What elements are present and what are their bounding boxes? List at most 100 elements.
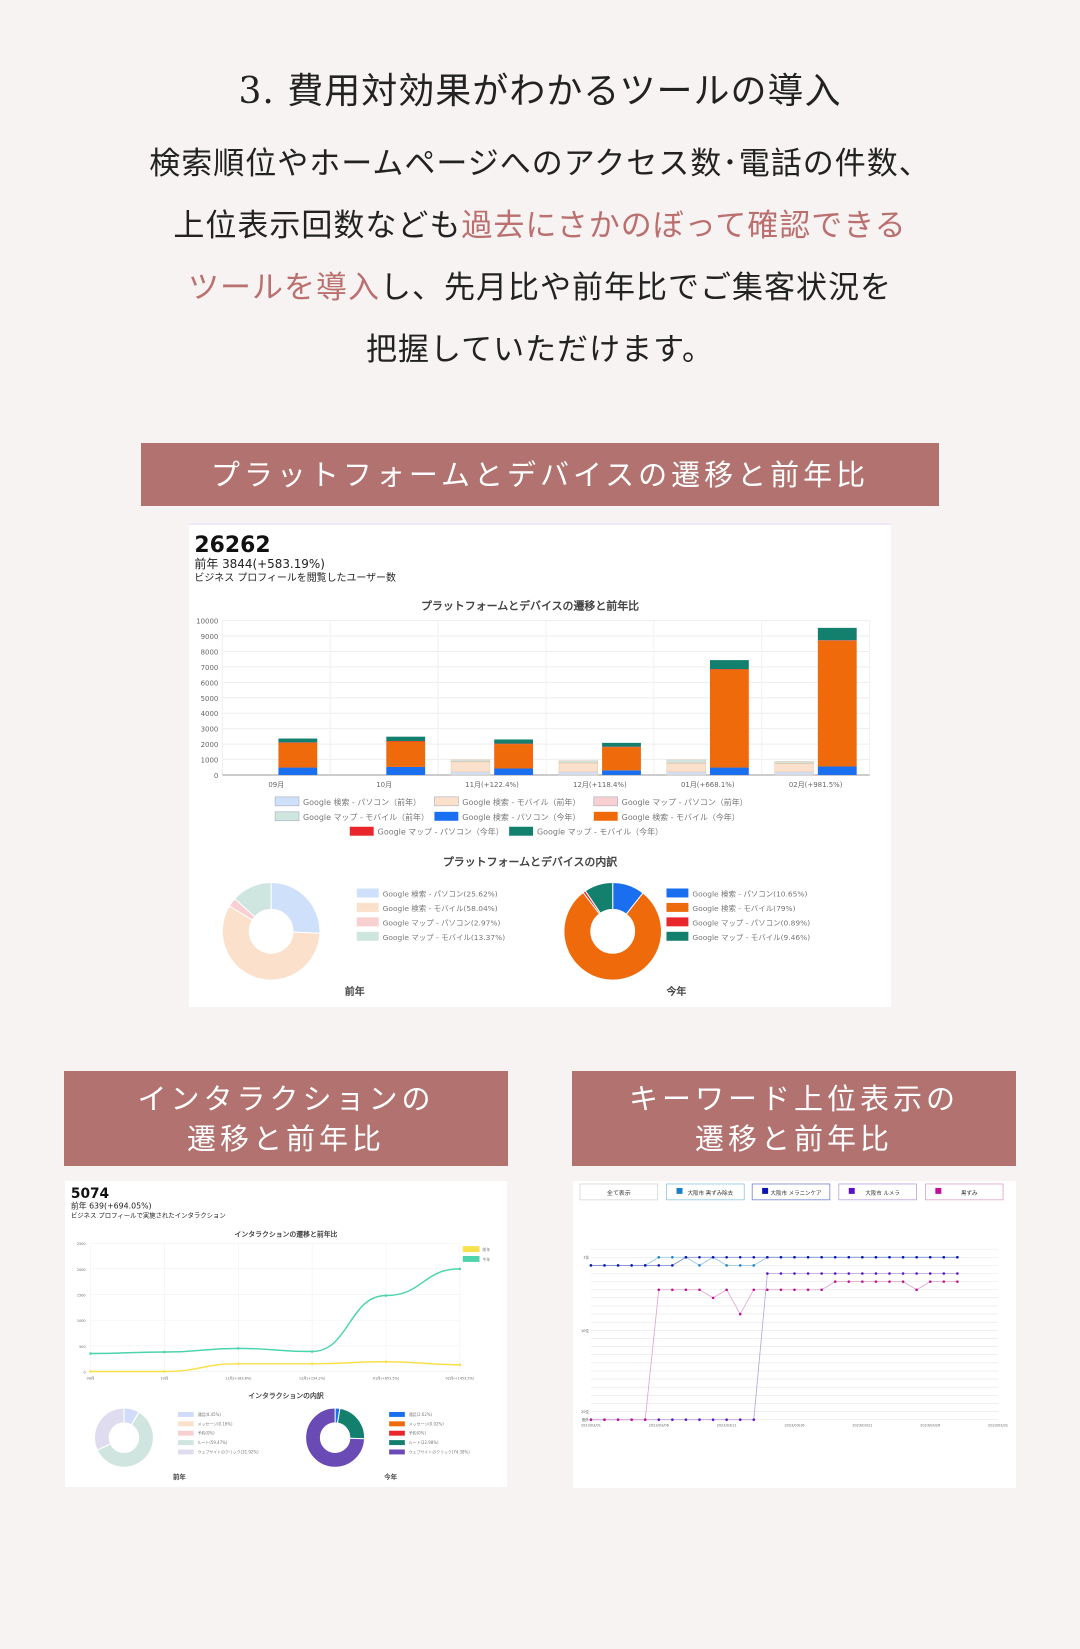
legend-swatch [356, 931, 379, 941]
bar-segment [602, 747, 641, 771]
data-point [793, 1288, 796, 1292]
breakdown-title: プラットフォームとデバイスの内訳 [443, 855, 617, 869]
data-point [874, 1255, 878, 1259]
donut-slice [584, 882, 614, 914]
legend-label: Google マップ - パソコン（前年） [622, 797, 748, 807]
legend-swatch [762, 1187, 769, 1194]
data-point [384, 1360, 388, 1364]
bar-segment [450, 759, 491, 762]
show-all-button[interactable]: 全て表示 [579, 1183, 659, 1201]
series-line [90, 1361, 460, 1373]
data-point [752, 1418, 756, 1421]
data-point [603, 1418, 606, 1421]
x-tick-label: 12月(+118.4%) [573, 781, 627, 789]
donut-slice [270, 882, 321, 934]
bar-segment [494, 768, 534, 775]
legend-label: Google マップ - パソコン（今年） [378, 827, 504, 837]
legend-swatch [676, 1187, 683, 1194]
x-tick-label: 2023/03/11 [717, 1424, 737, 1428]
data-point [725, 1418, 728, 1421]
bar-segment [666, 759, 706, 764]
donut-label: 今年 [384, 1472, 397, 1481]
x-tick-label: 2023/03/01 [581, 1424, 601, 1428]
data-point [738, 1312, 742, 1316]
data-point [738, 1255, 742, 1259]
legend-label: Google マップ - モバイル(13.37%) [383, 933, 506, 942]
data-point [874, 1280, 878, 1283]
data-point [888, 1280, 891, 1283]
donut-slice [563, 891, 662, 981]
y-tick-label: 0 [83, 1370, 85, 1374]
data-point [766, 1288, 769, 1292]
data-point [915, 1288, 918, 1292]
data-point [820, 1288, 823, 1292]
x-tick-label: 02月(+981.5%) [789, 781, 843, 789]
y-tick-label: 3000 [201, 726, 219, 734]
legend-toggle-button[interactable]: 黒ずみ [925, 1183, 1004, 1201]
legend-swatch [356, 888, 379, 898]
intro-text: し、先月比や前年比でご集客状況を [380, 270, 892, 306]
legend-button-frame [751, 1183, 831, 1201]
x-tick-label: 11月(+183.8%) [225, 1376, 252, 1380]
y-tick-label: 5000 [201, 695, 219, 703]
data-point [630, 1264, 633, 1267]
banner-text: 遷移と前年比 [694, 1121, 893, 1156]
data-point [793, 1255, 796, 1259]
legend-label: 大阪市 メラニンケア [771, 1189, 822, 1197]
data-point [915, 1255, 918, 1259]
platform-banner: プラットフォームとデバイスの遷移と前年比 [141, 443, 939, 506]
bar-segment [774, 771, 814, 776]
y-tick-label: 10000 [196, 618, 218, 626]
data-point [589, 1264, 593, 1267]
data-point [589, 1418, 593, 1421]
bar-segment [278, 742, 318, 768]
legend-swatch [349, 826, 374, 836]
data-point [888, 1255, 891, 1259]
data-point [657, 1255, 661, 1259]
data-point [89, 1352, 92, 1355]
y-tick-label: 500 [79, 1345, 86, 1349]
prev-year-users: 前年 3844(+583.19%) [194, 556, 324, 571]
total-interactions: 5074 [71, 1186, 109, 1202]
users-description: ビジネス プロフィールを閲覧したユーザー数 [194, 571, 396, 584]
data-point [752, 1288, 756, 1292]
legend-toggle-button[interactable]: 大阪市 黒ずみ除去 [666, 1183, 745, 1201]
section-heading: 3. 費用対効果がわかるツールの導入 [238, 71, 842, 112]
bar-segment [709, 669, 749, 768]
donut-slice [96, 1411, 154, 1468]
legend-label: ルート(59.47%) [198, 1440, 228, 1445]
legend-toggle-button[interactable]: 大阪市 ルメラ [838, 1183, 917, 1201]
legend-swatch [274, 796, 300, 807]
data-point [928, 1280, 932, 1283]
bar-segment [817, 640, 857, 767]
legend-swatch [356, 917, 379, 927]
data-point [671, 1418, 674, 1421]
data-point [874, 1272, 878, 1275]
data-point [779, 1288, 783, 1292]
bar-segment [774, 761, 814, 764]
data-point [310, 1350, 314, 1353]
legend-label: メッセージ(0.02%) [409, 1421, 444, 1426]
data-point [915, 1272, 918, 1275]
show-all-label[interactable]: 全て表示 [607, 1189, 631, 1197]
bar-segment [450, 761, 491, 773]
y-tick-label: 2500 [77, 1242, 86, 1246]
bar-segment [666, 763, 706, 773]
legend-label: ウェブサイトのクリック(31.92%) [198, 1449, 259, 1454]
y-tick-label: 6000 [201, 679, 219, 687]
data-point [888, 1272, 891, 1275]
legend-swatch [593, 811, 618, 821]
legend-label: Google マップ - モバイル（前年） [303, 812, 429, 822]
legend-label: Google マップ - モバイル(9.46%) [692, 933, 810, 942]
x-tick-label: 2023/03/21 [852, 1424, 872, 1428]
y-tick-label: 9000 [201, 633, 219, 641]
donut-label: 今年 [665, 985, 686, 998]
donut-label: 前年 [173, 1472, 186, 1481]
legend-toggle-button[interactable]: 大阪市 メラニンケア [751, 1183, 831, 1201]
data-point [711, 1418, 715, 1421]
legend-swatch [389, 1440, 405, 1446]
y-tick-label: 20位 [581, 1409, 589, 1414]
x-tick-label: 2023/03/16 [784, 1424, 804, 1428]
data-point [779, 1255, 783, 1259]
data-point [833, 1272, 837, 1275]
